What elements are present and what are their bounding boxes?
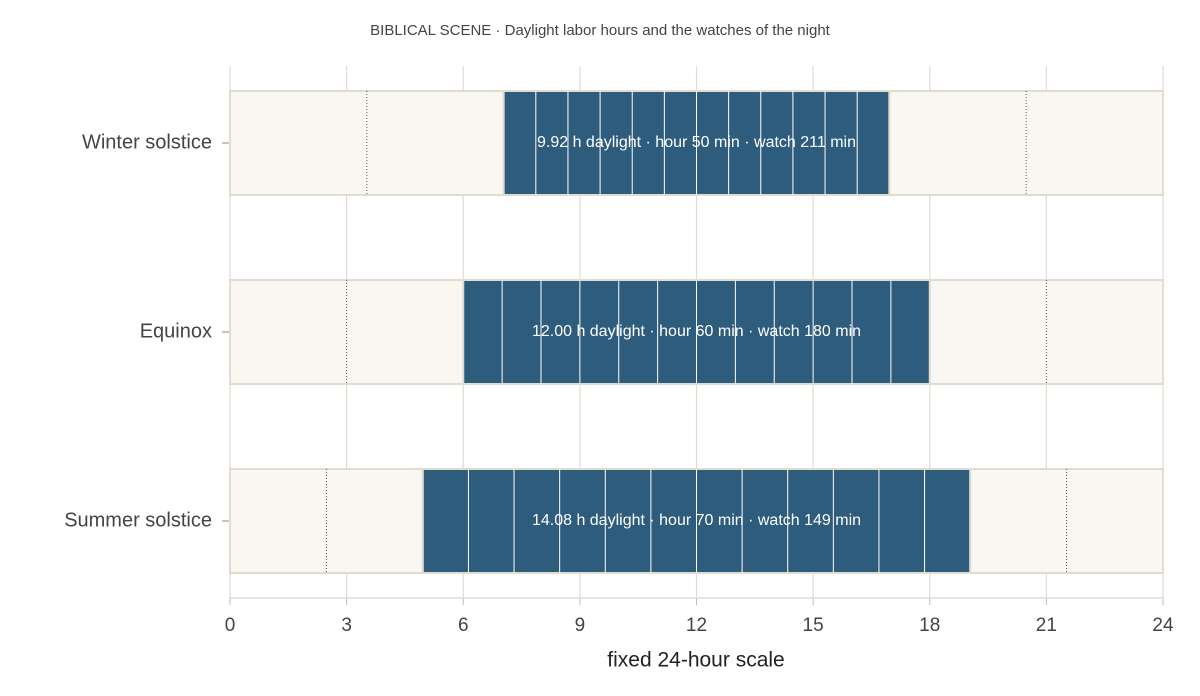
x-tick-label: 21 [1036,615,1057,636]
x-tick-label: 15 [803,615,824,636]
y-tick-label: Equinox [140,320,212,342]
bar-label: 12.00 h daylight · hour 60 min · watch 1… [532,323,861,340]
x-tick-label: 24 [1152,615,1174,636]
x-tick-label: 3 [341,615,352,636]
x-tick-label: 18 [919,615,940,636]
y-tick-label: Summer solstice [64,509,212,531]
chart-title: BIBLICAL SCENE · Daylight labor hours an… [370,22,831,39]
y-tick-label: Winter solstice [82,131,212,153]
x-tick-label: 0 [225,615,236,636]
x-tick-label: 9 [575,615,586,636]
bar-label: 9.92 h daylight · hour 50 min · watch 21… [537,134,856,151]
bar-label: 14.08 h daylight · hour 70 min · watch 1… [532,512,861,529]
x-axis-label: fixed 24-hour scale [607,649,784,672]
x-tick-label: 6 [458,615,469,636]
x-tick-label: 12 [686,615,707,636]
